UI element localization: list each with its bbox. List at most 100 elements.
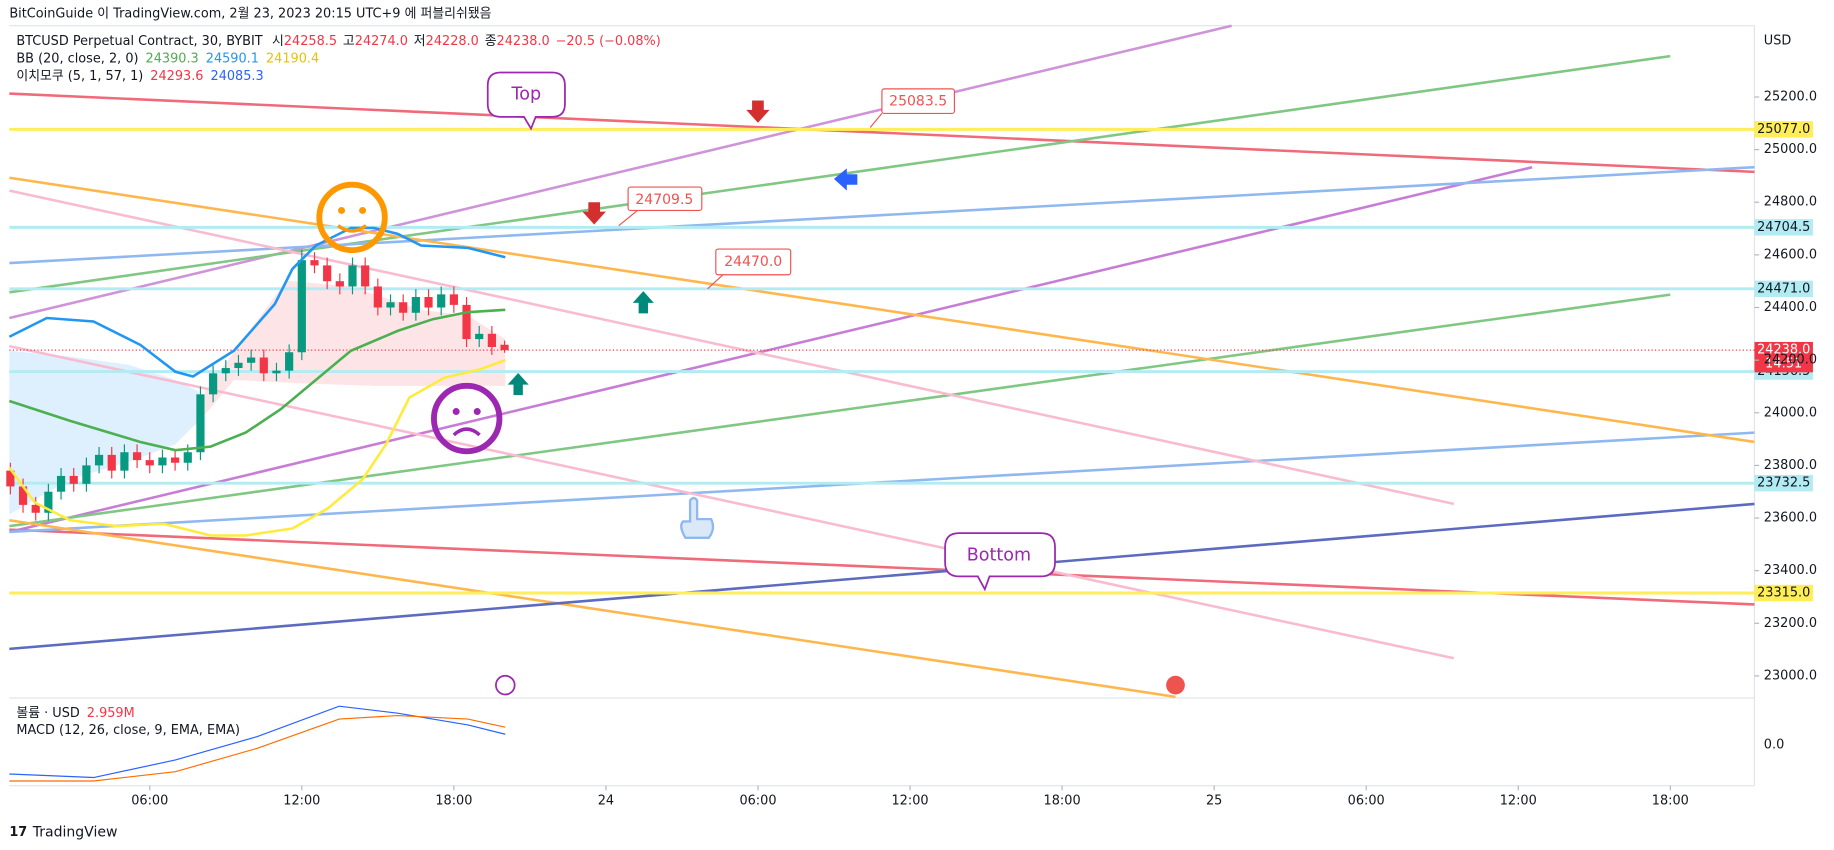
candle-body: [449, 294, 458, 305]
y-tick-label: 24400.0: [1764, 300, 1817, 315]
smile-icon: [316, 181, 388, 254]
trend-line: [9, 293, 1671, 528]
callout-label: 24709.5: [635, 192, 693, 208]
arrow-up: [632, 291, 654, 314]
bb-upper: [8, 226, 506, 378]
top-label: Top: [511, 85, 542, 105]
volume-value: 2.959M: [87, 706, 135, 721]
o-value: 24258.5: [284, 33, 337, 48]
arrow-up: [507, 372, 529, 396]
candle-body: [424, 296, 433, 308]
x-tick-label: 12:00: [892, 793, 929, 808]
candle-body: [44, 491, 53, 513]
candle-body: [297, 260, 306, 353]
y-tick-label: 24600.0: [1764, 247, 1817, 262]
trend-line: [9, 189, 1455, 506]
h-label: 고: [343, 33, 355, 48]
candle-body: [361, 265, 370, 287]
trend-line: [9, 165, 1755, 265]
bottom-label: Bottom: [967, 545, 1031, 565]
legend: BTCUSD Perpetual Contract, 30, BYBIT 시242…: [16, 33, 1791, 83]
bb-value: 24590.1: [206, 51, 259, 66]
x-tick-label: 18:00: [435, 793, 472, 808]
y-tick-label: 23600.0: [1764, 511, 1817, 526]
candles: [6, 249, 509, 521]
x-tick-label: 18:00: [1652, 793, 1689, 808]
x-tick-label: 18:00: [1044, 793, 1081, 808]
candle-body: [183, 452, 192, 463]
volume-legend: 볼륨 · USD 2.959M: [16, 706, 134, 721]
candle-body: [323, 265, 332, 282]
y-tick-label: 23800.0: [1764, 458, 1817, 473]
bb-value: 24390.3: [146, 51, 199, 66]
trend-line: [9, 24, 1232, 320]
icons: [316, 100, 1185, 696]
price-tag: [1754, 584, 1813, 602]
candle-body: [196, 394, 205, 453]
trend-line: [9, 519, 1176, 699]
candle-body: [462, 304, 471, 340]
x-tick-label: 25: [1206, 793, 1222, 808]
candle-body: [94, 454, 104, 466]
candle-body: [247, 357, 256, 363]
callout-box: [881, 88, 956, 114]
candle-body: [234, 362, 243, 369]
hand-icon: [680, 496, 715, 539]
top-bubble: [486, 71, 566, 131]
callouts: Top Bottom 25083.5 24709.5 24470.0: [486, 71, 1056, 592]
candle-body: [31, 504, 40, 513]
candle-body: [411, 296, 420, 313]
candle-body: [335, 281, 344, 287]
arrow-left: [833, 168, 858, 191]
publish-info: BitCoinGuide 이 TradingView.com, 2월 23, 2…: [9, 7, 491, 22]
price-tag: [1754, 474, 1813, 492]
signal-line: [9, 714, 506, 782]
candle-body: [56, 475, 66, 492]
price-tag-label: 24471.0: [1757, 281, 1810, 296]
candle-body: [69, 475, 78, 484]
candle-body: [386, 302, 395, 308]
event-icon: [495, 674, 516, 696]
x-tick-label: 24: [598, 793, 614, 808]
bb-basis: [8, 308, 506, 452]
macd-line: [9, 705, 506, 779]
price-tag-label: 23315.0: [1757, 586, 1810, 601]
callout-box: [715, 248, 792, 276]
y-tick-label: 23000.0: [1764, 668, 1817, 683]
ichimoku-legend: 이치모쿠 (5, 1, 57, 1) 24293.6 24085.3: [16, 68, 263, 83]
x-tick-label: 06:00: [739, 793, 776, 808]
candle-body: [82, 465, 91, 484]
trend-line: [9, 502, 1755, 651]
candle-body: [158, 457, 167, 466]
candle-body: [259, 357, 268, 374]
candle-body: [272, 370, 281, 374]
y-tick-label: 23400.0: [1764, 563, 1817, 578]
callout-label: 24470.0: [724, 254, 782, 270]
symbol: BTCUSD Perpetual Contract, 30, BYBIT: [16, 33, 262, 48]
price-tag: [1754, 341, 1813, 373]
bb-name: BB (20, close, 2, 0): [16, 51, 138, 66]
y-tick-label: 25200.0: [1764, 90, 1817, 105]
sad-icon: [431, 382, 503, 455]
y-tick-label: 24800.0: [1764, 195, 1817, 210]
x-tick-label: 12:00: [1500, 793, 1537, 808]
change: −20.5 (−0.08%): [556, 33, 661, 48]
l-label: 저: [414, 33, 426, 48]
eye: [338, 206, 346, 214]
candle-body: [487, 333, 496, 347]
x-tick-label: 06:00: [1348, 793, 1385, 808]
brand: TradingView: [32, 824, 118, 840]
x-tick-label: 06:00: [131, 793, 168, 808]
bb-legend: BB (20, close, 2, 0) 24390.3 24590.1 24190.…: [16, 51, 319, 66]
price-tag-label: 23732.5: [1757, 476, 1810, 491]
candle-body: [171, 457, 180, 463]
y-tick-label: 23200.0: [1764, 616, 1817, 631]
x-tick-label: 12:00: [283, 793, 320, 808]
callout-box: [627, 186, 703, 212]
candle-body: [132, 452, 142, 461]
trend-line: [9, 176, 1755, 444]
ichimoku-name: 이치모쿠 (5, 1, 57, 1): [16, 68, 143, 83]
candle-body: [475, 333, 484, 340]
candle-body: [221, 368, 230, 374]
